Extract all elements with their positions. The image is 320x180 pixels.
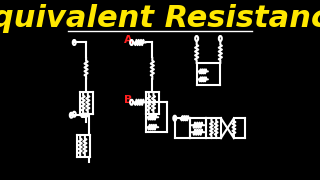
Text: A: A: [124, 35, 133, 46]
Text: B: B: [124, 95, 133, 105]
Text: Equivalent Resistance: Equivalent Resistance: [0, 4, 320, 33]
